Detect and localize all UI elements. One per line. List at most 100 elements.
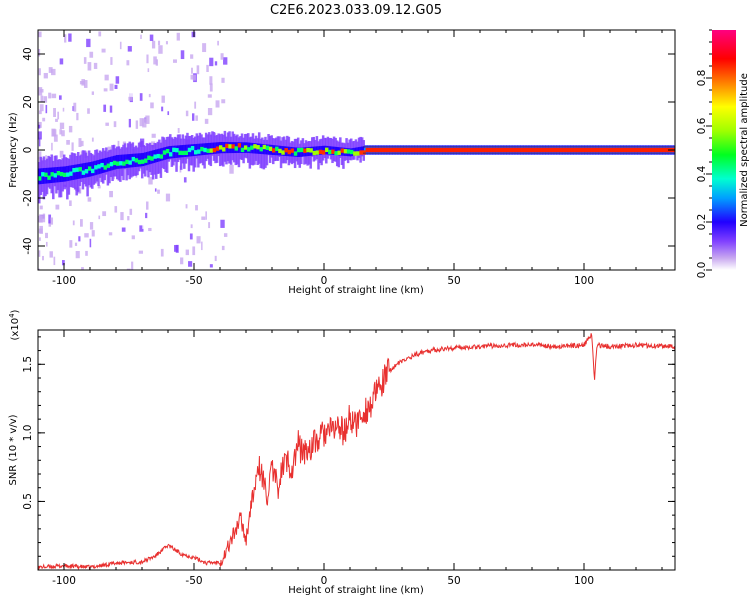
heat-noise-cell <box>64 34 67 43</box>
heat-noise-cell <box>221 245 225 251</box>
heat-ridge-cell <box>81 170 86 175</box>
heat-ridge-cell <box>325 147 329 152</box>
heat-core-cell <box>142 152 146 167</box>
heat-ridge-cell <box>499 147 504 153</box>
heat-ridge-cell <box>612 147 616 153</box>
heat-ridge-cell <box>446 147 451 153</box>
heat-noise-cell <box>165 41 168 45</box>
heat-noise-cell <box>101 48 106 53</box>
heat-ridge-cell <box>484 147 488 153</box>
snr-ticks: -100 -50 0 50 100 0.5 1.0 1.5 <box>22 330 675 587</box>
heat-ridge-cell <box>78 167 82 172</box>
heat-noise-cell <box>59 150 64 158</box>
heat-noise-cell <box>139 93 143 101</box>
heat-noise-cell <box>87 197 92 202</box>
heat-ridge-cell <box>537 147 541 153</box>
heat-ridge-cell <box>259 147 263 152</box>
heat-noise-cell <box>104 74 109 81</box>
heat-noise-cell <box>120 212 124 221</box>
heat-ridge-cell <box>534 147 538 153</box>
colorbar-tick-label: 0.8 <box>696 70 708 87</box>
colorbar-tick-label: 0.0 <box>696 262 708 279</box>
spectrogram-ytick-label: 20 <box>22 95 34 108</box>
heat-ridge-cell <box>415 147 419 153</box>
heat-noise-cell <box>149 34 154 41</box>
heat-noise-cell <box>42 255 44 261</box>
heat-noise-cell <box>53 134 58 142</box>
heat-ridge-cell <box>474 147 479 153</box>
heat-ridge-cell <box>393 147 398 153</box>
heat-noise-cell <box>115 76 120 84</box>
heat-ridge-cell <box>449 147 454 153</box>
heat-noise-cell <box>57 111 60 120</box>
heat-noise-cell <box>161 106 164 112</box>
heat-ridge-cell <box>602 147 607 153</box>
heat-ridge-cell <box>640 147 644 153</box>
heat-core-cell <box>357 147 361 155</box>
heat-ridge-cell <box>300 147 304 153</box>
heat-ridge-cell <box>396 147 401 153</box>
heat-noise-cell <box>72 220 75 226</box>
heat-ridge-cell <box>527 147 532 153</box>
heat-ridge-cell <box>112 160 117 166</box>
colorbar-gradient <box>712 30 736 270</box>
heat-noise-cell <box>45 104 48 114</box>
heat-ridge-cell <box>290 148 295 153</box>
heat-noise-cell <box>221 77 225 83</box>
heat-noise-cell <box>201 241 203 251</box>
heat-noise-cell <box>113 121 117 128</box>
heat-ridge-cell <box>228 144 232 149</box>
heat-ridge-cell <box>456 147 460 153</box>
heat-core-cell <box>48 167 52 184</box>
heat-noise-cell <box>91 230 95 237</box>
heat-noise-cell <box>103 88 108 92</box>
heat-ridge-cell <box>190 145 195 151</box>
heat-ridge-cell <box>103 165 107 170</box>
spectrogram-xtick-label: 0 <box>321 275 328 287</box>
heat-noise-cell <box>114 206 118 213</box>
heat-noise-cell <box>48 214 52 224</box>
heat-ridge-cell <box>44 172 48 177</box>
heat-core-cell <box>237 142 241 153</box>
heat-noise-cell <box>89 222 94 230</box>
heat-ridge-cell <box>296 147 301 153</box>
heat-noise-cell <box>158 45 163 54</box>
heat-noise-cell <box>114 84 118 89</box>
heat-ridge-cell <box>521 147 525 153</box>
heat-noise-cell <box>147 68 150 73</box>
heat-ridge-cell <box>247 147 251 152</box>
heat-noise-cell <box>48 67 53 73</box>
heat-noise-cell <box>83 80 88 88</box>
heat-ridge-cell <box>568 147 572 153</box>
heat-noise-cell <box>58 95 62 100</box>
heat-noise-cell <box>85 250 88 256</box>
colorbar-label: Normalized spectral amplitude <box>739 73 750 227</box>
heat-noise-cell <box>180 257 184 265</box>
heat-noise-cell <box>214 255 217 262</box>
heat-ridge-cell <box>350 149 354 155</box>
heat-core-cell <box>211 142 214 155</box>
spectrogram-heatmap <box>38 31 675 270</box>
heat-band-cell <box>301 138 305 157</box>
heat-noise-cell <box>83 57 87 64</box>
heat-ridge-cell <box>543 147 547 153</box>
heat-ridge-cell <box>346 149 351 154</box>
heat-ridge-cell <box>234 146 238 151</box>
heat-noise-cell <box>109 83 114 91</box>
heat-noise-cell <box>128 96 133 101</box>
heat-ridge-cell <box>56 171 61 176</box>
heat-noise-cell <box>209 57 214 67</box>
spectrogram-ticks: -100 -50 0 50 100 -40 -20 0 20 40 <box>22 30 675 287</box>
snr-ytick-label: 1.5 <box>22 356 34 373</box>
heat-noise-cell <box>173 59 177 63</box>
heat-core-cell <box>123 154 127 169</box>
heat-noise-cell <box>205 211 207 220</box>
heat-noise-cell <box>72 106 75 111</box>
heat-ridge-cell <box>91 168 95 174</box>
heat-noise-cell <box>86 38 91 48</box>
heat-ridge-cell <box>281 150 285 155</box>
heat-noise-cell <box>195 115 198 121</box>
heat-ridge-cell <box>487 147 491 153</box>
heat-noise-cell <box>202 43 207 53</box>
heat-ridge-cell <box>262 144 267 150</box>
